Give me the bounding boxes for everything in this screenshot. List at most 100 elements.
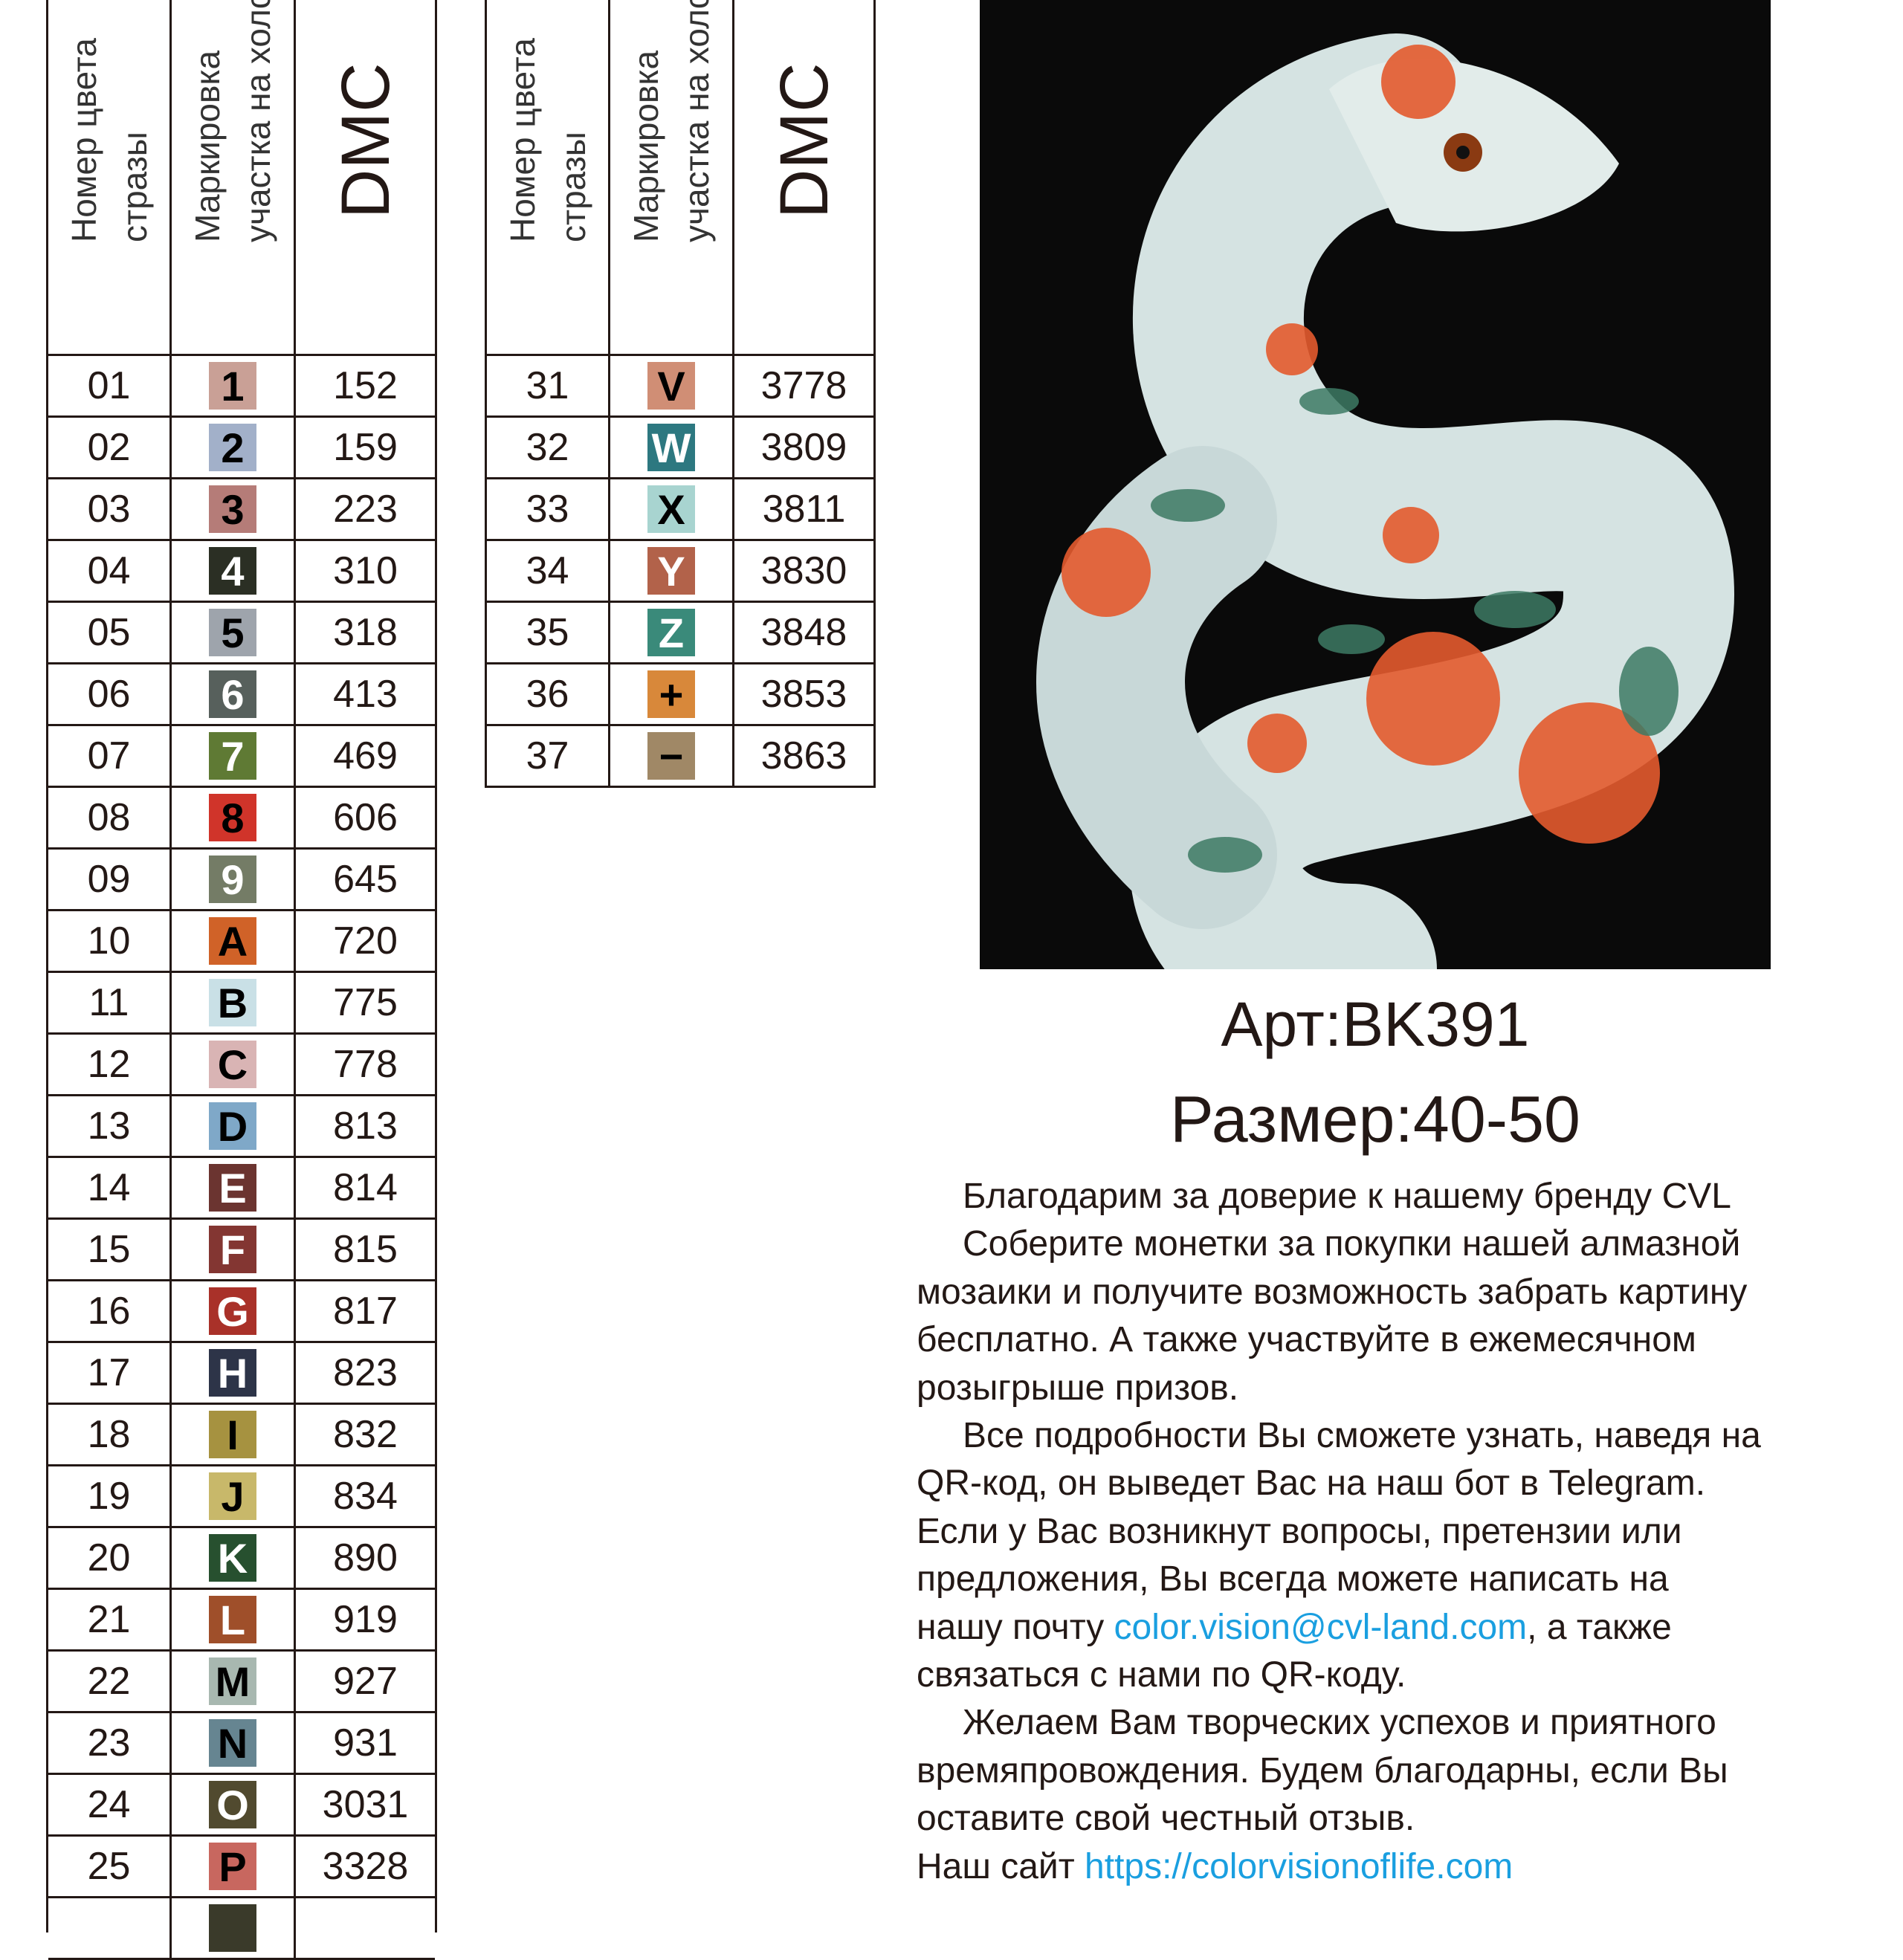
table-row: 04 4 310 bbox=[48, 541, 435, 603]
color-swatch: 7 bbox=[209, 732, 256, 780]
email-link[interactable]: color.vision@cvl-land.com bbox=[1114, 1607, 1528, 1647]
table-row: 20 K 890 bbox=[48, 1528, 435, 1590]
header-dmc: DMC bbox=[296, 0, 435, 354]
dmc-code: 3809 bbox=[760, 426, 847, 469]
dmc-code: 152 bbox=[333, 364, 398, 407]
color-swatch: F bbox=[209, 1226, 256, 1273]
message-line: Все подробности Вы сможете узнать, навед… bbox=[963, 1416, 1761, 1456]
marking-cell: 3 bbox=[172, 479, 296, 539]
color-swatch: B bbox=[209, 979, 256, 1026]
table-row: 33 X 3811 bbox=[487, 479, 873, 541]
marking-cell: K bbox=[172, 1528, 296, 1588]
color-swatch: M bbox=[209, 1657, 256, 1705]
message-line: Если у Вас возникнут вопросы, претензии … bbox=[917, 1511, 1682, 1551]
message-line: розыгрыше призов. bbox=[917, 1368, 1239, 1408]
table-row: 22 M 927 bbox=[48, 1652, 435, 1713]
dmc-code: 778 bbox=[333, 1043, 398, 1086]
color-swatch: Y bbox=[647, 547, 695, 595]
color-number: 23 bbox=[48, 1713, 172, 1773]
marking-cell: − bbox=[610, 726, 734, 786]
website-link[interactable]: https://colorvisionoflife.com bbox=[1085, 1846, 1513, 1886]
color-number: 25 bbox=[48, 1837, 172, 1896]
dmc-code: 813 bbox=[333, 1104, 398, 1148]
color-legend-table-right: Номер цвета стразы Маркировка участка на х… bbox=[485, 0, 876, 788]
color-legend-table-left: Номер цвета стразы Маркировка участка на х… bbox=[46, 0, 437, 1960]
color-number: 16 bbox=[48, 1281, 172, 1341]
header-text: Номер цвета bbox=[64, 38, 103, 242]
table-row: 09 9 645 bbox=[48, 850, 435, 911]
dmc-code: 720 bbox=[333, 919, 398, 963]
color-swatch: O bbox=[209, 1781, 256, 1828]
table-row: 03 3 223 bbox=[48, 479, 435, 541]
color-number: 36 bbox=[487, 664, 610, 724]
color-swatch: 4 bbox=[209, 547, 256, 595]
table-row: 32 W 3809 bbox=[487, 418, 873, 479]
dmc-code: 927 bbox=[333, 1660, 398, 1703]
table-row: 15 F 815 bbox=[48, 1220, 435, 1281]
header-text: участка на холсте bbox=[677, 0, 716, 242]
marking-cell: O bbox=[172, 1775, 296, 1834]
color-number: 21 bbox=[48, 1590, 172, 1649]
marking-cell: I bbox=[172, 1405, 296, 1464]
message-line: нашу почту color.vision@cvl-land.com, а … bbox=[917, 1604, 1761, 1652]
color-swatch: 1 bbox=[209, 362, 256, 410]
marking-cell: + bbox=[610, 664, 734, 724]
color-number: 19 bbox=[48, 1466, 172, 1526]
message-line: Наш сайт https://colorvisionoflife.com bbox=[917, 1843, 1761, 1891]
table-row: 14 E 814 bbox=[48, 1158, 435, 1220]
marking-cell: P bbox=[172, 1837, 296, 1896]
table-body: 01 1 152 02 2 159 03 3 223 04 4 310 05 5 318 06 6 413 07 7 4… bbox=[48, 356, 435, 1960]
color-number: 37 bbox=[487, 726, 610, 786]
table-row: 11 B 775 bbox=[48, 973, 435, 1035]
table-row: 24 O 3031 bbox=[48, 1775, 435, 1837]
marking-cell: H bbox=[172, 1343, 296, 1403]
table-row: 31 V 3778 bbox=[487, 356, 873, 418]
message-line: QR-код, он выведет Вас на наш бот в Tele… bbox=[917, 1463, 1706, 1504]
dmc-code: 832 bbox=[333, 1413, 398, 1456]
color-swatch: P bbox=[209, 1843, 256, 1890]
snake-illustration bbox=[980, 0, 1771, 1055]
table-row: 12 C 778 bbox=[48, 1035, 435, 1096]
color-swatch: 5 bbox=[209, 609, 256, 656]
table-row: 06 6 413 bbox=[48, 664, 435, 726]
article-number: Арт:BK391 bbox=[1221, 989, 1530, 1059]
color-swatch: 8 bbox=[209, 794, 256, 841]
color-swatch: 2 bbox=[209, 424, 256, 471]
message-text: Наш сайт bbox=[917, 1846, 1085, 1886]
color-swatch: E bbox=[209, 1164, 256, 1212]
color-number: 06 bbox=[48, 664, 172, 724]
dmc-code: 3830 bbox=[760, 549, 847, 592]
marking-cell: 9 bbox=[172, 850, 296, 909]
table-row: 13 D 813 bbox=[48, 1096, 435, 1158]
snake-artwork-image bbox=[980, 0, 1771, 1055]
marking-cell: L bbox=[172, 1590, 296, 1649]
color-swatch: N bbox=[209, 1719, 256, 1767]
dmc-code: 823 bbox=[333, 1351, 398, 1394]
table-row: 18 I 832 bbox=[48, 1405, 435, 1466]
marking-cell bbox=[172, 1898, 296, 1958]
marking-cell: Z bbox=[610, 603, 734, 662]
dmc-code: 815 bbox=[333, 1228, 398, 1271]
dmc-code: 3863 bbox=[760, 734, 847, 777]
color-number: 20 bbox=[48, 1528, 172, 1588]
color-swatch: Z bbox=[647, 609, 695, 656]
dmc-code: 469 bbox=[333, 734, 398, 777]
table-row: 17 H 823 bbox=[48, 1343, 435, 1405]
dmc-code: 223 bbox=[333, 488, 398, 531]
color-number: 07 bbox=[48, 726, 172, 786]
color-number: 10 bbox=[48, 911, 172, 971]
thank-you-message: Благодарим за доверие к нашему бренду CV… bbox=[917, 1173, 1761, 1891]
color-number: 11 bbox=[48, 973, 172, 1032]
message-line: времяпровождения. Будем благодарны, если… bbox=[917, 1750, 1728, 1791]
header-color-number: Номер цвета стразы bbox=[487, 0, 610, 354]
message-line: связаться с нами по QR-коду. bbox=[917, 1655, 1406, 1695]
table-row: 25 P 3328 bbox=[48, 1837, 435, 1898]
color-swatch: C bbox=[209, 1041, 256, 1088]
table-row: 16 G 817 bbox=[48, 1281, 435, 1343]
color-number: 02 bbox=[48, 418, 172, 477]
color-number: 05 bbox=[48, 603, 172, 662]
marking-cell: Y bbox=[610, 541, 734, 601]
dmc-code: 318 bbox=[333, 611, 398, 654]
header-text: DMC bbox=[766, 62, 842, 219]
table-row: 01 1 152 bbox=[48, 356, 435, 418]
